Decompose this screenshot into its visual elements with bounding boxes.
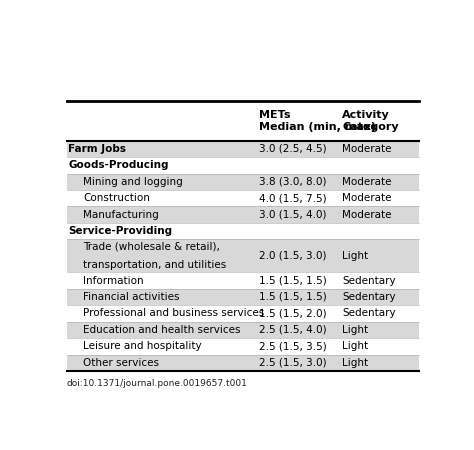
Text: 3.0 (1.5, 4.0): 3.0 (1.5, 4.0)	[259, 210, 327, 220]
Text: Light: Light	[342, 251, 368, 261]
Text: METs
Median (min, max): METs Median (min, max)	[259, 109, 376, 132]
Text: Sedentary: Sedentary	[342, 308, 396, 319]
Text: 1.5 (1.5, 1.5): 1.5 (1.5, 1.5)	[259, 275, 327, 285]
Text: 2.5 (1.5, 3.5): 2.5 (1.5, 3.5)	[259, 342, 327, 351]
Bar	[66, 207, 419, 223]
Text: Sedentary: Sedentary	[342, 292, 396, 302]
Bar	[66, 322, 419, 338]
Text: Farm Jobs: Farm Jobs	[68, 144, 127, 154]
Text: Leisure and hospitality: Leisure and hospitality	[83, 342, 202, 351]
Text: Other services: Other services	[83, 358, 159, 368]
Bar	[66, 174, 419, 190]
Text: 3.0 (2.5, 4.5): 3.0 (2.5, 4.5)	[259, 144, 327, 154]
Bar	[66, 140, 419, 157]
Text: Light: Light	[342, 325, 368, 335]
Text: Information: Information	[83, 275, 144, 285]
Text: 1.5 (1.5, 2.0): 1.5 (1.5, 2.0)	[259, 308, 327, 319]
Bar	[66, 157, 419, 174]
Text: Light: Light	[342, 358, 368, 368]
Text: doi:10.1371/journal.pone.0019657.t001: doi:10.1371/journal.pone.0019657.t001	[66, 378, 247, 387]
Text: Moderate: Moderate	[342, 144, 392, 154]
Text: Light: Light	[342, 342, 368, 351]
Text: Trade (wholesale & retail),: Trade (wholesale & retail),	[83, 242, 220, 252]
Text: Moderate: Moderate	[342, 210, 392, 220]
Bar	[66, 190, 419, 207]
Text: Sedentary: Sedentary	[342, 275, 396, 285]
Bar	[66, 289, 419, 305]
Bar	[66, 223, 419, 239]
Bar	[66, 338, 419, 355]
Text: Financial activities: Financial activities	[83, 292, 180, 302]
Text: 2.5 (1.5, 4.0): 2.5 (1.5, 4.0)	[259, 325, 327, 335]
Text: Goods-Producing: Goods-Producing	[68, 160, 169, 170]
Text: Manufacturing: Manufacturing	[83, 210, 159, 220]
Text: Moderate: Moderate	[342, 193, 392, 203]
Text: 2.0 (1.5, 3.0): 2.0 (1.5, 3.0)	[259, 251, 327, 261]
Text: Service-Providing: Service-Providing	[68, 226, 173, 236]
Text: transportation, and utilities: transportation, and utilities	[83, 260, 227, 270]
Text: Mining and logging: Mining and logging	[83, 177, 183, 187]
Text: 4.0 (1.5, 7.5): 4.0 (1.5, 7.5)	[259, 193, 327, 203]
Bar	[66, 239, 419, 272]
Text: 1.5 (1.5, 1.5): 1.5 (1.5, 1.5)	[259, 292, 327, 302]
Text: 3.8 (3.0, 8.0): 3.8 (3.0, 8.0)	[259, 177, 327, 187]
Text: Activity
Category: Activity Category	[342, 109, 399, 132]
Text: Professional and business services: Professional and business services	[83, 308, 264, 319]
Text: Education and health services: Education and health services	[83, 325, 241, 335]
Text: Construction: Construction	[83, 193, 150, 203]
Bar	[66, 305, 419, 322]
Text: 2.5 (1.5, 3.0): 2.5 (1.5, 3.0)	[259, 358, 327, 368]
Bar	[66, 272, 419, 289]
Bar	[66, 101, 419, 140]
Text: Moderate: Moderate	[342, 177, 392, 187]
Bar	[66, 355, 419, 371]
